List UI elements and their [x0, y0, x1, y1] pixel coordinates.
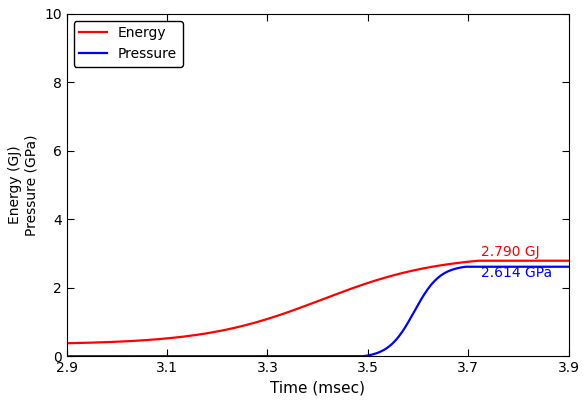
Pressure — [462, 264, 469, 269]
Energy — [551, 258, 558, 263]
Pressure — [551, 264, 558, 269]
Energy — [459, 260, 466, 265]
Line: Energy: Energy — [66, 261, 569, 343]
Energy — [565, 258, 572, 263]
Energy — [550, 258, 557, 263]
Pressure — [565, 264, 572, 269]
Energy — [63, 341, 70, 346]
Energy — [89, 340, 96, 345]
Pressure — [550, 264, 557, 269]
Pressure — [63, 354, 70, 359]
Y-axis label: Energy (GJ)
Pressure (GPa): Energy (GJ) Pressure (GPa) — [8, 134, 39, 236]
Energy — [475, 258, 482, 263]
Legend: Energy, Pressure: Energy, Pressure — [74, 21, 183, 67]
Energy — [294, 306, 301, 311]
Text: 2.614 GPa: 2.614 GPa — [481, 266, 552, 280]
Pressure — [459, 265, 466, 270]
Pressure — [307, 354, 314, 359]
Pressure — [294, 354, 301, 359]
X-axis label: Time (msec): Time (msec) — [270, 381, 365, 396]
Energy — [307, 301, 314, 306]
Text: 2.790 GJ: 2.790 GJ — [481, 245, 539, 259]
Line: Pressure: Pressure — [66, 267, 569, 356]
Pressure — [89, 354, 96, 359]
